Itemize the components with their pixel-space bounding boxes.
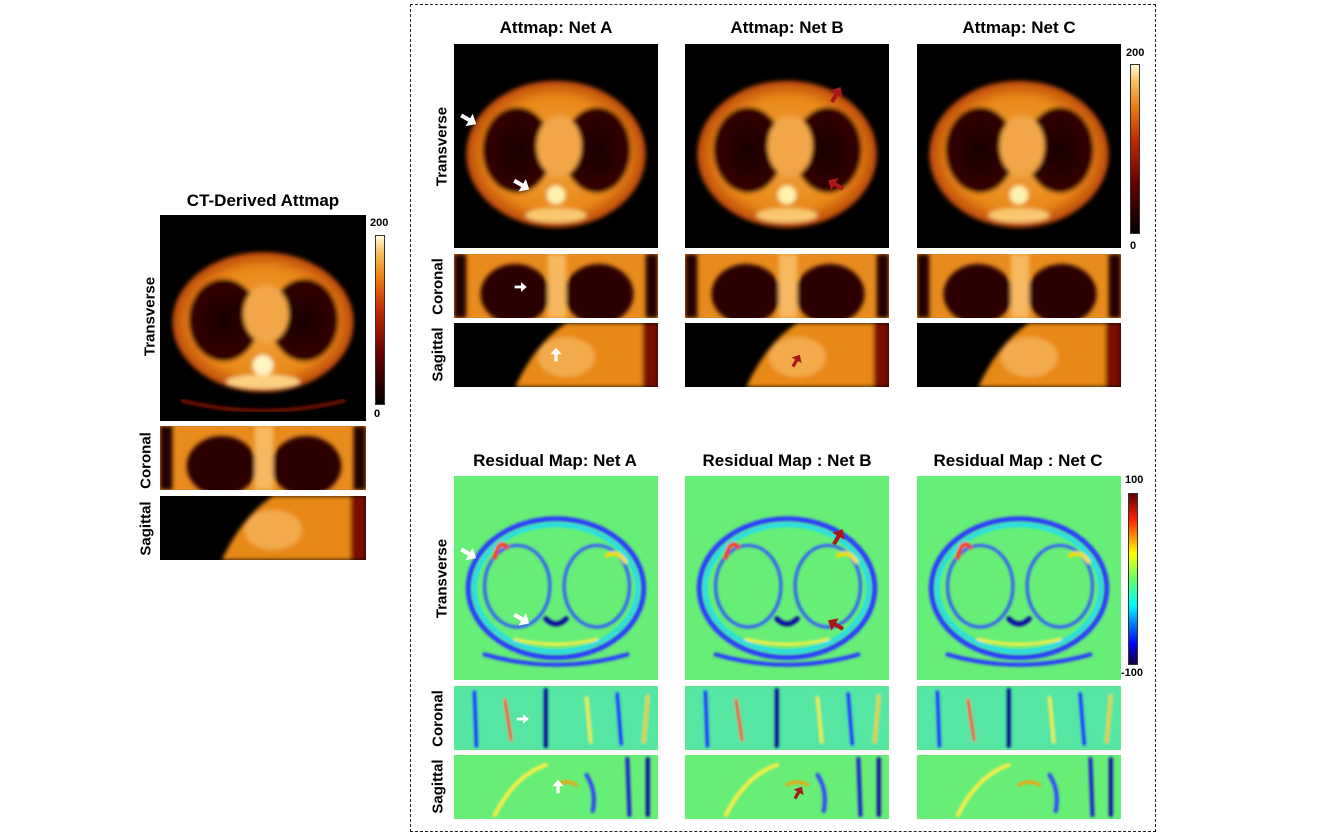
ct-colorbar (375, 235, 385, 405)
residual-net-c-sagittal (917, 755, 1121, 819)
attmap-net-c-transverse (917, 44, 1121, 248)
ct-row-label-transverse: Transverse (141, 276, 159, 357)
attmap-net-a-coronal (454, 254, 658, 318)
ct-coronal-image (160, 426, 366, 490)
residual-net-b-transverse (685, 476, 889, 680)
residual-colorbar-min: -100 (1121, 667, 1144, 679)
residual-title-net-b: Residual Map : Net B (702, 451, 872, 470)
attmap-row-label-transverse: Transverse (433, 106, 451, 187)
attmap-net-b-transverse (685, 44, 889, 248)
attmap-colorbar-max: 200 (1126, 47, 1145, 59)
residual-row-label-transverse: Transverse (433, 538, 451, 619)
ct-row-label-sagittal: Sagittal (137, 501, 155, 556)
ct-section-title: CT-Derived Attmap (186, 191, 340, 210)
residual-net-b-coronal (685, 686, 889, 750)
attmap-colorbar-min: 0 (1130, 240, 1137, 252)
ct-transverse-image (160, 215, 366, 421)
residual-net-a-sagittal (454, 755, 658, 819)
ct-sagittal-image (160, 496, 366, 560)
residual-title-net-c: Residual Map : Net C (933, 451, 1103, 470)
residual-title-net-a: Residual Map: Net A (473, 451, 637, 470)
residual-net-b-sagittal (685, 755, 889, 819)
attmap-net-c-sagittal (917, 323, 1121, 387)
residual-net-c-transverse (917, 476, 1121, 680)
attmap-net-b-coronal (685, 254, 889, 318)
residual-colorbar (1128, 493, 1138, 665)
ct-colorbar-min: 0 (374, 408, 381, 420)
attmap-colorbar (1130, 64, 1140, 234)
attmap-title-net-b: Attmap: Net B (730, 18, 844, 37)
residual-row-label-sagittal: Sagittal (429, 759, 447, 814)
attmap-net-c-coronal (917, 254, 1121, 318)
residual-net-c-coronal (917, 686, 1121, 750)
ct-colorbar-max: 200 (370, 217, 389, 229)
attmap-title-net-a: Attmap: Net A (499, 18, 613, 37)
residual-colorbar-max: 100 (1125, 474, 1144, 486)
comparison-box (410, 4, 1156, 832)
residual-net-a-coronal (454, 686, 658, 750)
attmap-net-a-sagittal (454, 323, 658, 387)
attmap-row-label-sagittal: Sagittal (429, 327, 447, 382)
attmap-title-net-c: Attmap: Net C (962, 18, 1076, 37)
residual-net-a-transverse (454, 476, 658, 680)
attmap-net-b-sagittal (685, 323, 889, 387)
attmap-net-a-transverse (454, 44, 658, 248)
